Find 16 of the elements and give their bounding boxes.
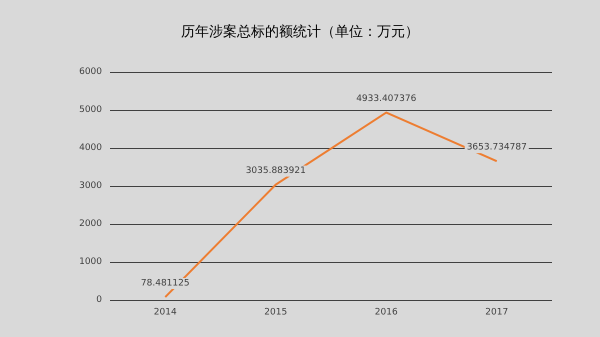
y-tick-label: 4000 — [79, 143, 102, 153]
y-tick-label: 6000 — [79, 67, 102, 77]
x-tick-label: 2015 — [264, 308, 288, 318]
data-label: 3653.734787 — [466, 142, 527, 153]
chart-title: 历年涉案总标的额统计（单位：万元） — [181, 23, 419, 40]
y-tick-label: 0 — [96, 295, 102, 305]
y-tick-label: 1000 — [79, 257, 102, 267]
data-label: 4933.407376 — [356, 94, 417, 104]
x-tick-label: 2016 — [374, 308, 398, 318]
data-label: 3035.883921 — [246, 166, 306, 176]
y-tick-label: 2000 — [79, 219, 102, 229]
y-tick-label: 3000 — [79, 181, 102, 191]
data-label: 78.481125 — [140, 278, 190, 289]
x-tick-label: 2017 — [485, 308, 508, 318]
x-tick-label: 2014 — [154, 308, 177, 318]
y-tick-label: 5000 — [79, 105, 102, 115]
